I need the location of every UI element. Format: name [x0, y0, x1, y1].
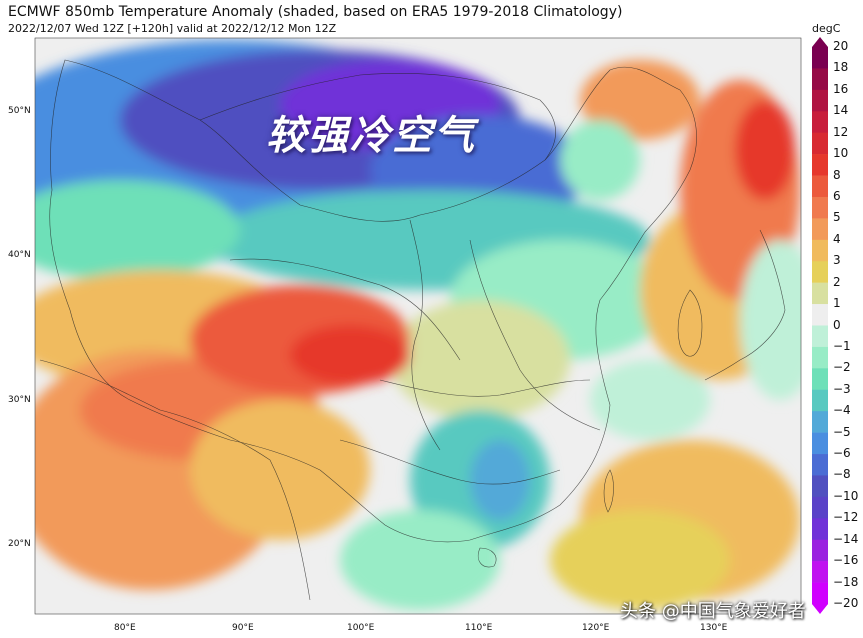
colorbar-tick-label: −4 — [833, 403, 851, 418]
japan-outline — [704, 229, 786, 381]
lat-tick-label: 30°N — [8, 395, 31, 405]
colorbar-segment — [812, 325, 828, 348]
colorbar-tick-label: 2 — [833, 274, 841, 289]
colorbar-tick-label: −2 — [833, 360, 851, 375]
colorbar — [812, 37, 828, 614]
colorbar-tick-label: −3 — [833, 381, 851, 396]
anomaly-patch — [340, 510, 500, 610]
colorbar-tick-label: 5 — [833, 210, 841, 225]
colorbar-tick-label: 20 — [833, 39, 849, 53]
lat-tick-label: 50°N — [8, 106, 31, 116]
colorbar-segment — [812, 304, 828, 326]
colorbar-segment — [812, 68, 828, 91]
colorbar-tick-label: 4 — [833, 231, 841, 246]
hainan-outline — [477, 547, 497, 568]
province-line-4 — [379, 379, 591, 397]
colorbar-segment — [812, 454, 828, 476]
colorbar-segment — [812, 196, 828, 219]
colorbar-tick-label: 8 — [833, 167, 841, 182]
colorbar-tick-label: 6 — [833, 188, 841, 203]
colorbar-tick-label: 18 — [833, 60, 849, 75]
colorbar-segment — [812, 496, 828, 519]
anomaly-patch — [560, 120, 640, 200]
anomaly-patch — [35, 180, 240, 280]
province-line-1 — [229, 258, 461, 361]
colorbar-segment — [812, 475, 828, 498]
colorbar-extend-max — [812, 37, 828, 47]
lon-tick-label: 120°E — [582, 623, 610, 633]
korea-outline — [677, 289, 703, 357]
lon-tick-label: 130°E — [700, 623, 728, 633]
colorbar-segment — [812, 218, 828, 241]
colorbar-tick-label: −16 — [833, 553, 859, 568]
lon-tick-label: 80°E — [114, 623, 136, 633]
anomaly-patch — [580, 60, 700, 140]
colorbar-tick-label: −1 — [833, 338, 851, 353]
anomaly-patch — [470, 440, 530, 520]
colorbar-tick-label: −5 — [833, 424, 851, 439]
colorbar-segment — [812, 261, 828, 283]
india-border — [39, 359, 311, 601]
anomaly-patch — [550, 510, 730, 610]
colorbar-segment — [812, 154, 828, 176]
province-line-2 — [409, 219, 441, 451]
anomaly-patch — [190, 400, 370, 540]
watermark-text: 头条 @中国气象爱好者 — [620, 601, 806, 622]
colorbar-tick-label: 14 — [833, 103, 849, 118]
colorbar-segment — [812, 389, 828, 412]
colorbar-segment — [812, 239, 828, 262]
taiwan-outline — [603, 469, 614, 513]
colorbar-segment — [812, 346, 828, 369]
overlay-annotation: 较强冷空气 — [266, 113, 476, 159]
colorbar-unit-label: degC — [812, 22, 841, 35]
colorbar-tick-label: −10 — [833, 488, 859, 503]
colorbar-tick-label: −18 — [833, 574, 859, 589]
chart-subtitle: 2022/12/07 Wed 12Z [+120h] valid at 2022… — [8, 22, 337, 35]
colorbar-extend-min — [812, 604, 828, 614]
colorbar-tick-label: −6 — [833, 446, 851, 461]
colorbar-segment — [812, 89, 828, 112]
province-line-5 — [339, 439, 561, 485]
colorbar-tick-label: −20 — [833, 596, 859, 610]
anomaly-patch — [290, 325, 410, 385]
anomaly-patch — [735, 100, 795, 200]
chart-title: ECMWF 850mb Temperature Anomaly (shaded,… — [8, 4, 623, 20]
colorbar-segment — [812, 47, 828, 69]
colorbar-segment — [812, 132, 828, 155]
lon-tick-label: 90°E — [232, 623, 254, 633]
colorbar-segment — [812, 539, 828, 562]
colorbar-segment — [812, 368, 828, 391]
colorbar-tick-label: 0 — [833, 317, 841, 332]
colorbar-segment — [812, 411, 828, 433]
colorbar-tick-label: 10 — [833, 146, 849, 161]
anomaly-patch — [590, 360, 710, 440]
colorbar-tick-label: −8 — [833, 467, 851, 482]
colorbar-segment — [812, 432, 828, 455]
colorbar-tick-label: 1 — [833, 296, 841, 311]
lon-tick-label: 100°E — [347, 623, 375, 633]
colorbar-tick-label: −14 — [833, 531, 859, 546]
colorbar-tick-label: 3 — [833, 253, 841, 268]
lat-tick-label: 20°N — [8, 539, 31, 549]
lon-tick-label: 110°E — [465, 623, 493, 633]
colorbar-segment — [812, 175, 828, 198]
province-line-3 — [469, 239, 601, 431]
colorbar-segment — [812, 518, 828, 541]
colorbar-tick-label: 16 — [833, 81, 849, 96]
colorbar-segment — [812, 282, 828, 305]
colorbar-tick-label: −12 — [833, 510, 859, 525]
colorbar-tick-label: 12 — [833, 124, 849, 139]
colorbar-segment — [812, 582, 828, 605]
lat-tick-label: 40°N — [8, 250, 31, 260]
china-border — [49, 59, 697, 543]
colorbar-segment — [812, 111, 828, 133]
plot-frame — [34, 37, 802, 615]
mongolia-border — [199, 72, 556, 161]
colorbar-segment — [812, 561, 828, 583]
anomaly-patch — [740, 240, 801, 400]
